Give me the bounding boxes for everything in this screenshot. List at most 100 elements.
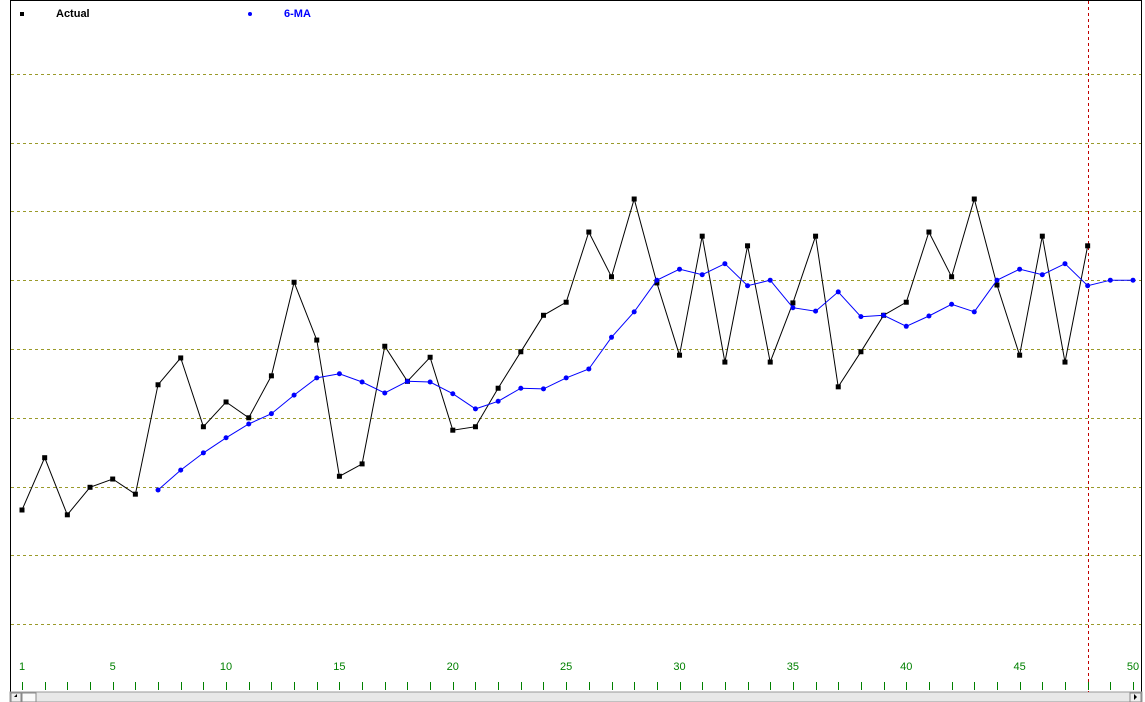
series-line: [157, 263, 1133, 491]
data-point: [336, 473, 342, 479]
data-point: [835, 384, 841, 390]
data-point: [155, 487, 161, 493]
scrollbar[interactable]: [9, 691, 1143, 702]
data-point: [155, 382, 161, 388]
legend: Actual 6-MA: [20, 8, 311, 20]
data-point: [200, 450, 206, 456]
data-point: [745, 243, 751, 249]
x-tick-label: 40: [900, 661, 912, 673]
data-point: [699, 272, 705, 278]
x-tick-label: 5: [110, 661, 116, 673]
data-point: [200, 424, 206, 430]
data-point: [949, 274, 955, 280]
x-tick-label: 25: [560, 661, 572, 673]
data-point: [903, 299, 909, 305]
data-point: [631, 196, 637, 202]
data-point: [1039, 272, 1045, 278]
data-point: [563, 299, 569, 305]
data-point: [178, 355, 184, 361]
data-point: [540, 386, 546, 392]
data-point: [223, 399, 229, 405]
data-point: [677, 266, 683, 272]
data-point: [609, 334, 615, 340]
x-tick-label: 10: [220, 661, 232, 673]
data-point: [1085, 283, 1091, 289]
data-point: [813, 233, 819, 239]
data-point: [722, 261, 728, 267]
data-point: [903, 323, 909, 329]
legend-label: Actual: [56, 8, 90, 20]
data-point: [881, 312, 887, 318]
data-point: [359, 379, 365, 385]
data-point: [110, 476, 116, 482]
data-point: [19, 507, 25, 513]
data-point: [382, 343, 388, 349]
legend-marker: [248, 12, 252, 16]
data-point: [994, 277, 1000, 283]
data-point: [767, 359, 773, 365]
data-point: [609, 274, 615, 280]
data-point: [586, 229, 592, 235]
data-point: [654, 277, 660, 283]
data-point: [722, 359, 728, 365]
data-point: [427, 379, 433, 385]
data-point: [949, 301, 955, 307]
x-tick-label: 30: [673, 661, 685, 673]
x-tick-label: 45: [1014, 661, 1026, 673]
data-point: [790, 305, 796, 311]
data-point: [1062, 261, 1068, 267]
data-point: [450, 427, 456, 433]
data-point: [1039, 233, 1045, 239]
scroll-right-arrow: [1134, 694, 1137, 700]
data-point: [427, 354, 433, 360]
data-point: [472, 424, 478, 430]
data-point: [495, 398, 501, 404]
legend-marker: [20, 12, 24, 16]
scroll-track[interactable]: [9, 691, 1143, 702]
data-point: [677, 352, 683, 358]
x-tick-label: 50: [1127, 661, 1139, 673]
x-tick-label: 15: [333, 661, 345, 673]
x-tick-label: 1: [19, 661, 25, 673]
data-point: [858, 349, 864, 355]
data-point: [994, 282, 1000, 288]
data-point: [586, 366, 592, 372]
data-point: [926, 229, 932, 235]
data-point: [858, 314, 864, 320]
data-point: [87, 484, 93, 490]
data-point: [1062, 359, 1068, 365]
data-point: [382, 390, 388, 396]
data-point: [223, 435, 229, 441]
data-point: [132, 491, 138, 497]
data-point: [654, 280, 660, 286]
data-point: [971, 196, 977, 202]
data-point: [336, 371, 342, 377]
data-point: [518, 385, 524, 391]
scroll-left-button[interactable]: [10, 692, 22, 702]
data-point: [291, 279, 297, 285]
data-point: [540, 312, 546, 318]
data-point: [563, 375, 569, 381]
data-point: [246, 421, 252, 427]
data-point: [971, 309, 977, 315]
data-point: [1017, 266, 1023, 272]
scroll-thumb[interactable]: [21, 692, 37, 702]
data-point: [42, 455, 48, 461]
scroll-left-arrow: [14, 694, 17, 697]
x-tick-label: 20: [447, 661, 459, 673]
data-point: [472, 406, 478, 412]
data-point: [1130, 277, 1136, 283]
x-tick-label: 35: [787, 661, 799, 673]
data-point: [64, 512, 70, 518]
data-point: [813, 308, 819, 314]
data-point: [246, 415, 252, 421]
data-point: [1085, 243, 1091, 249]
data-point: [268, 373, 274, 379]
data-point: [745, 283, 751, 289]
data-point: [178, 467, 184, 473]
data-point: [495, 385, 501, 391]
data-point: [314, 375, 320, 381]
data-point: [1017, 352, 1023, 358]
data-point: [268, 411, 274, 417]
